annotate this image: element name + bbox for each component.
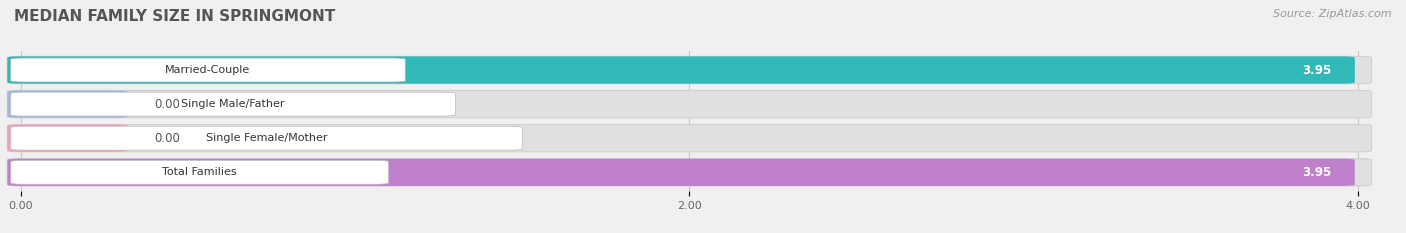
Text: 0.00: 0.00 xyxy=(155,98,180,111)
Text: 3.95: 3.95 xyxy=(1302,64,1331,76)
FancyBboxPatch shape xyxy=(11,126,522,150)
FancyBboxPatch shape xyxy=(7,56,1371,84)
FancyBboxPatch shape xyxy=(7,90,1371,118)
FancyBboxPatch shape xyxy=(7,56,1355,84)
Text: 3.95: 3.95 xyxy=(1302,166,1331,179)
FancyBboxPatch shape xyxy=(11,160,388,184)
FancyBboxPatch shape xyxy=(11,92,456,116)
FancyBboxPatch shape xyxy=(7,125,1371,152)
Text: MEDIAN FAMILY SIZE IN SPRINGMONT: MEDIAN FAMILY SIZE IN SPRINGMONT xyxy=(14,9,335,24)
Text: Single Male/Father: Single Male/Father xyxy=(181,99,285,109)
FancyBboxPatch shape xyxy=(7,90,128,118)
Text: Single Female/Mother: Single Female/Mother xyxy=(205,133,328,143)
Text: Total Families: Total Families xyxy=(162,167,238,177)
Text: 0.00: 0.00 xyxy=(155,132,180,145)
FancyBboxPatch shape xyxy=(11,58,405,82)
Text: Married-Couple: Married-Couple xyxy=(166,65,250,75)
FancyBboxPatch shape xyxy=(7,125,128,152)
FancyBboxPatch shape xyxy=(7,159,1371,186)
Text: Source: ZipAtlas.com: Source: ZipAtlas.com xyxy=(1274,9,1392,19)
FancyBboxPatch shape xyxy=(7,159,1355,186)
